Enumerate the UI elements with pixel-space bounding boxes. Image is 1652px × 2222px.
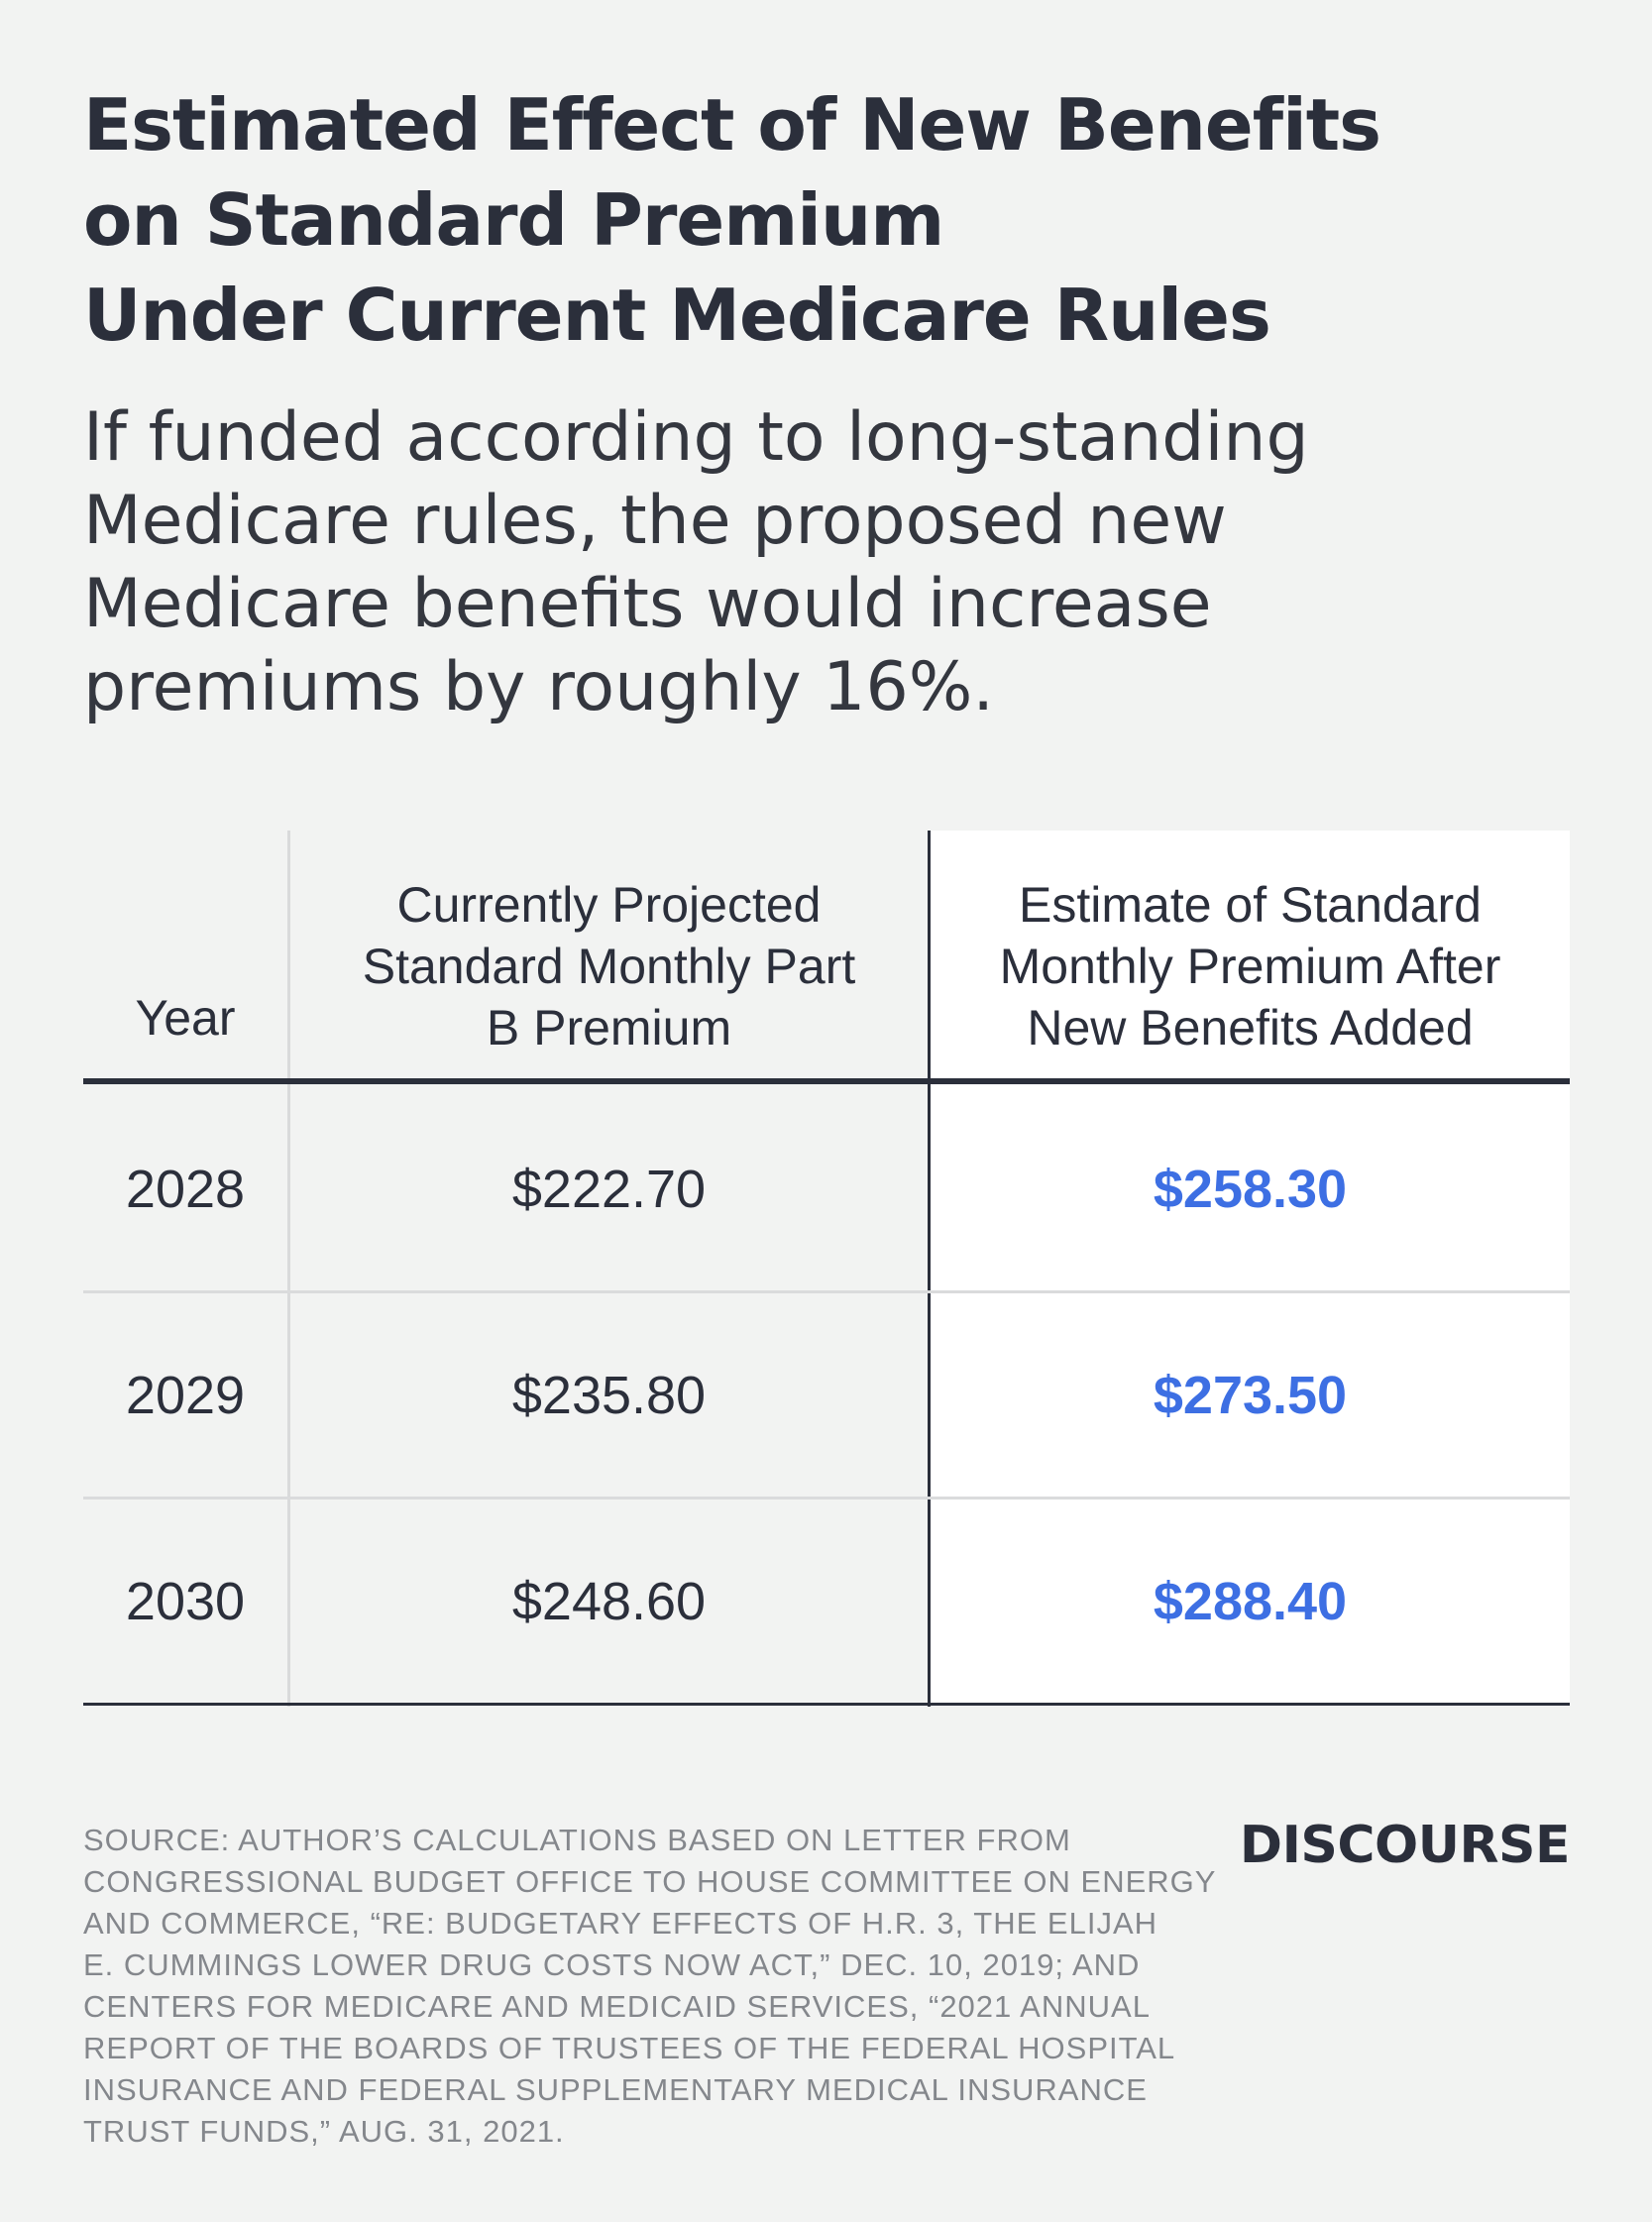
- source-line: CENTERS FOR MEDICARE AND MEDICAID SERVIC…: [83, 1989, 1151, 2024]
- chart-title: Estimated Effect of New Benefits on Stan…: [83, 77, 1590, 363]
- column-divider: [928, 831, 931, 1707]
- source-line: E. CUMMINGS LOWER DRUG COSTS NOW ACT,” D…: [83, 1947, 1141, 1982]
- source-line: REPORT OF THE BOARDS OF TRUSTEES OF THE …: [83, 2031, 1176, 2065]
- source-line: CONGRESSIONAL BUDGET OFFICE TO HOUSE COM…: [83, 1864, 1217, 1899]
- column-divider: [287, 831, 290, 1707]
- estimate-column-highlight: [930, 831, 1570, 1707]
- source-line: TRUST FUNDS,” AUG. 31, 2021.: [83, 2114, 565, 2149]
- title-line: Estimated Effect of New Benefits: [83, 83, 1381, 167]
- cell-year: 2029: [125, 1366, 246, 1425]
- row-divider: [83, 1290, 1570, 1293]
- chart-subtitle: If funded according to long-standing Med…: [83, 396, 1570, 729]
- cell-current-premium: $222.70: [511, 1160, 707, 1219]
- subtitle-line: If funded according to long-standing: [83, 398, 1309, 477]
- source-note: SOURCE: AUTHOR’S CALCULATIONS BASED ON L…: [83, 1820, 1217, 2153]
- source-line: INSURANCE AND FEDERAL SUPPLEMENTARY MEDI…: [83, 2072, 1148, 2107]
- source-line: SOURCE: AUTHOR’S CALCULATIONS BASED ON L…: [83, 1823, 1071, 1857]
- subtitle-line: Medicare rules, the proposed new: [83, 482, 1227, 560]
- cell-estimated-premium: $273.50: [1153, 1366, 1348, 1425]
- title-line: Under Current Medicare Rules: [83, 274, 1271, 357]
- cell-current-premium: $248.60: [511, 1572, 707, 1631]
- header-line: Year: [135, 990, 236, 1046]
- header-line: Standard Monthly Part: [362, 939, 856, 994]
- table-bottom-rule: [83, 1703, 1570, 1706]
- header-line: Currently Projected: [396, 877, 822, 933]
- header-line: Estimate of Standard: [1019, 877, 1482, 933]
- subtitle-line: Medicare benefits would increase: [83, 565, 1212, 643]
- title-line: on Standard Premium: [83, 178, 944, 262]
- header-rule: [83, 1078, 1570, 1084]
- cell-current-premium: $235.80: [511, 1366, 707, 1425]
- cell-estimated-premium: $258.30: [1153, 1160, 1348, 1219]
- header-line: B Premium: [486, 1000, 732, 1055]
- cell-year: 2030: [125, 1572, 246, 1631]
- subtitle-line: premiums by roughly 16%.: [83, 648, 994, 726]
- cell-year: 2028: [125, 1160, 246, 1219]
- column-header-current-premium: Currently Projected Standard Monthly Par…: [290, 870, 928, 1058]
- column-header-year: Year: [83, 979, 287, 1049]
- row-divider: [83, 1497, 1570, 1500]
- cell-estimated-premium: $288.40: [1153, 1572, 1348, 1631]
- header-line: Monthly Premium After: [999, 939, 1501, 994]
- source-line: AND COMMERCE, “RE: BUDGETARY EFFECTS OF …: [83, 1906, 1158, 1941]
- column-header-estimated-premium: Estimate of Standard Monthly Premium Aft…: [931, 870, 1570, 1058]
- brand-logo: DISCOURSE: [1239, 1816, 1571, 1875]
- premium-table: Year Currently Projected Standard Monthl…: [83, 831, 1570, 1707]
- header-line: New Benefits Added: [1027, 1000, 1474, 1055]
